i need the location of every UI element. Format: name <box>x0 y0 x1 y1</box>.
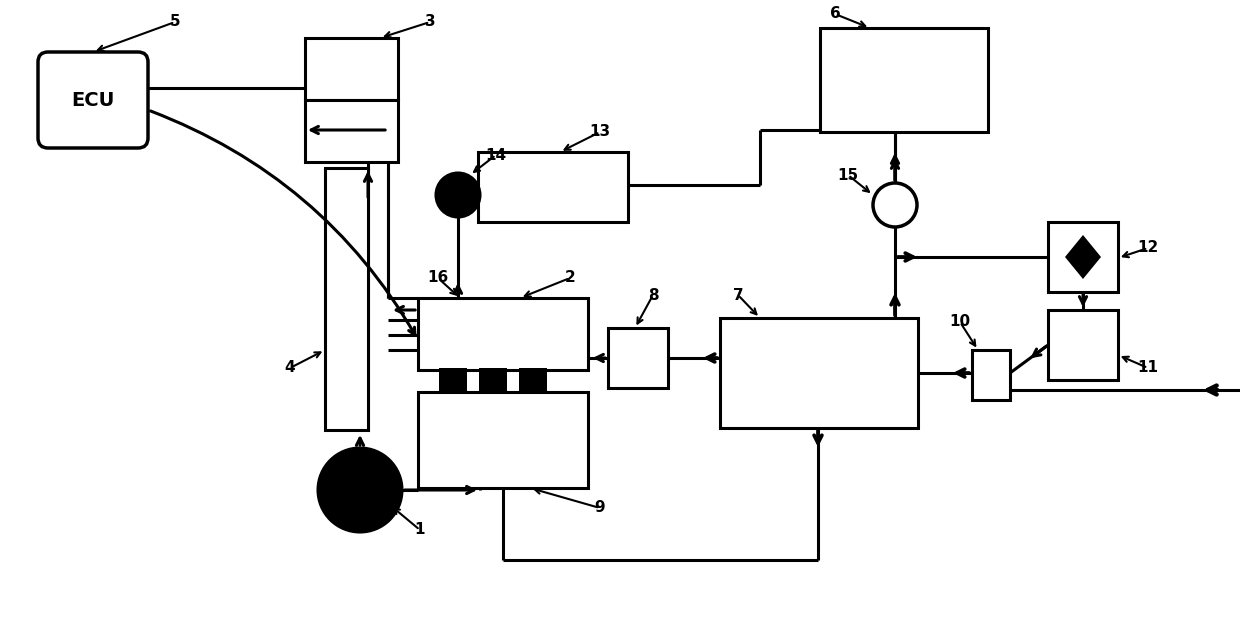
Bar <box>418 298 588 370</box>
Text: 3: 3 <box>424 14 435 30</box>
Bar <box>720 318 918 428</box>
Text: 2: 2 <box>564 270 575 286</box>
Bar <box>325 168 368 430</box>
Text: 10: 10 <box>950 314 971 330</box>
Text: 5: 5 <box>170 14 180 30</box>
Bar <box>520 368 547 392</box>
Text: 7: 7 <box>733 287 743 303</box>
Polygon shape <box>1065 235 1101 279</box>
Bar <box>479 368 507 392</box>
Text: 12: 12 <box>1137 240 1158 255</box>
Bar <box>972 350 1011 400</box>
Circle shape <box>317 448 402 532</box>
Bar <box>608 328 668 388</box>
Circle shape <box>873 183 918 227</box>
Text: 1: 1 <box>414 523 425 538</box>
Bar <box>305 38 398 100</box>
Text: 9: 9 <box>595 501 605 516</box>
Text: 6: 6 <box>830 6 841 21</box>
Text: 15: 15 <box>837 167 858 182</box>
Bar <box>820 28 988 132</box>
Bar <box>1048 222 1118 292</box>
FancyBboxPatch shape <box>38 52 148 148</box>
Text: 14: 14 <box>485 147 507 162</box>
Text: 11: 11 <box>1137 360 1158 376</box>
Text: 16: 16 <box>428 270 449 286</box>
Bar <box>418 392 588 488</box>
Bar <box>477 152 627 222</box>
Text: ECU: ECU <box>72 91 114 109</box>
Bar <box>1048 310 1118 380</box>
Text: 8: 8 <box>647 287 658 303</box>
Text: 4: 4 <box>285 360 295 376</box>
Text: 13: 13 <box>589 125 610 140</box>
Bar <box>305 100 398 162</box>
Bar <box>439 368 467 392</box>
Circle shape <box>436 173 480 217</box>
